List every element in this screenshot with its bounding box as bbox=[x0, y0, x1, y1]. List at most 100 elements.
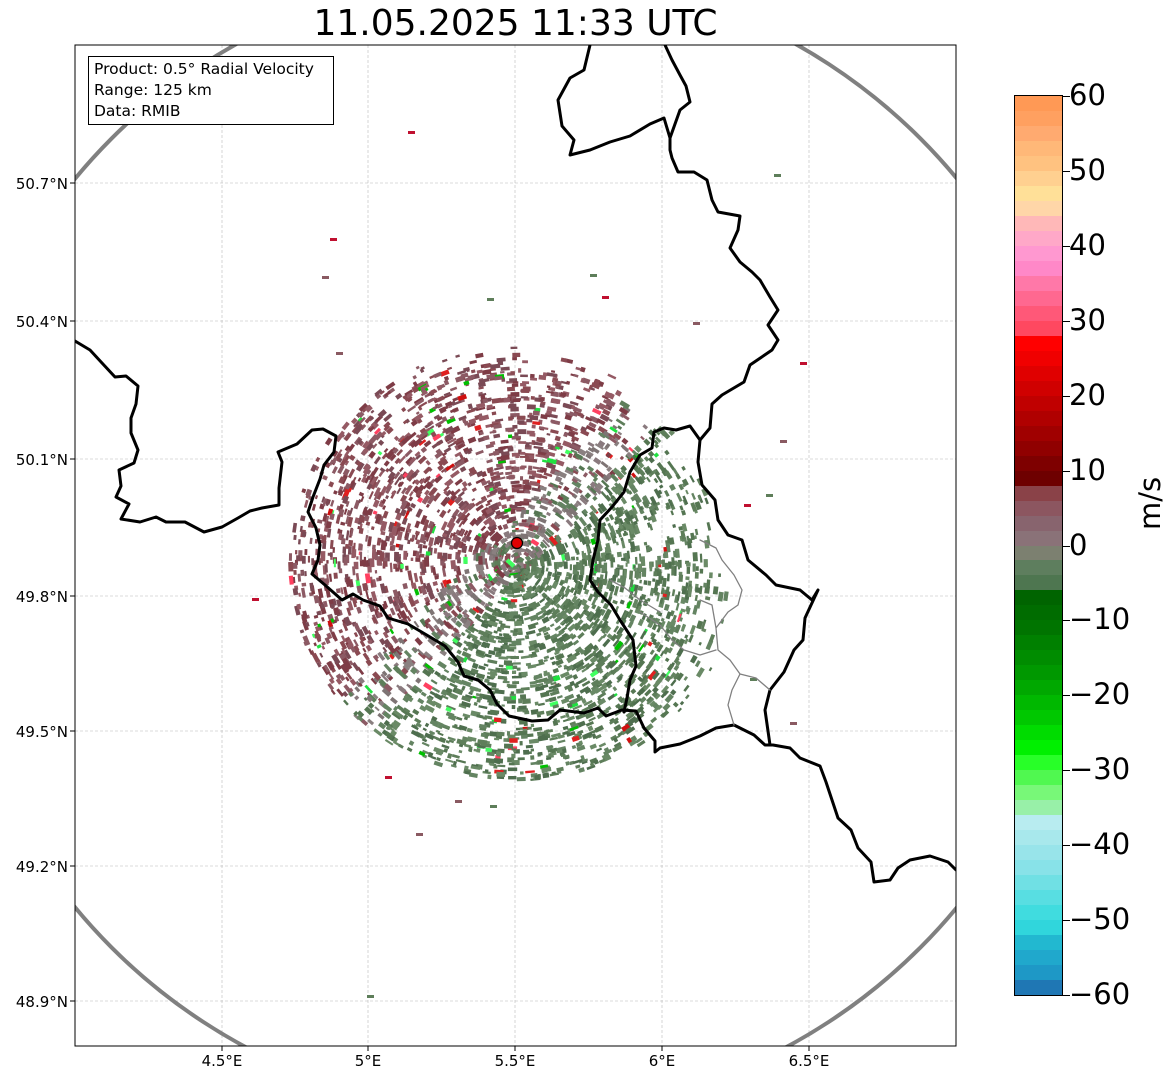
echo-pixel bbox=[471, 662, 479, 670]
echo-pixel bbox=[383, 652, 391, 661]
echo-pixel bbox=[492, 505, 500, 512]
echo-pixel bbox=[401, 708, 409, 716]
echo-pixel bbox=[365, 589, 370, 600]
echo-pixel bbox=[444, 586, 453, 596]
echo-pixel bbox=[570, 443, 581, 451]
echo-pixel bbox=[561, 613, 569, 621]
echo-pixel bbox=[393, 646, 403, 657]
echo-pixel bbox=[405, 456, 414, 465]
echo-pixel bbox=[489, 430, 497, 434]
echo-pixel bbox=[502, 495, 507, 499]
echo-pixel bbox=[488, 502, 499, 510]
echo-pixel bbox=[703, 559, 708, 568]
echo-pixel bbox=[381, 498, 387, 504]
echo-pixel bbox=[482, 586, 489, 593]
echo-pixel bbox=[551, 555, 556, 561]
echo-pixel bbox=[401, 517, 408, 525]
echo-pixel bbox=[626, 550, 631, 559]
echo-pixel bbox=[525, 744, 533, 749]
echo-pixel bbox=[303, 640, 309, 646]
echo-pixel bbox=[639, 703, 644, 708]
echo-pixel bbox=[643, 580, 648, 585]
echo-pixel bbox=[463, 530, 469, 536]
echo-pixel bbox=[578, 767, 585, 773]
echo-pixel bbox=[525, 770, 535, 774]
echo-pixel bbox=[646, 597, 651, 602]
echo-pixel bbox=[497, 524, 503, 531]
echo-pixel bbox=[527, 664, 537, 669]
echo-pixel bbox=[527, 607, 534, 613]
echo-pixel bbox=[406, 712, 414, 719]
echo-pixel bbox=[425, 481, 433, 489]
echo-pixel bbox=[560, 714, 567, 719]
echo-pixel bbox=[427, 667, 434, 674]
echo-pixel bbox=[314, 630, 322, 641]
echo-pixel bbox=[406, 683, 413, 690]
echo-pixel bbox=[438, 724, 444, 729]
echo-pixel bbox=[583, 536, 592, 545]
echo-pixel bbox=[315, 456, 321, 463]
echo-pixel bbox=[664, 470, 673, 480]
echo-pixel bbox=[485, 747, 493, 753]
echo-pixel bbox=[502, 570, 511, 578]
echo-pixel bbox=[629, 541, 636, 550]
echo-pixel bbox=[708, 667, 713, 672]
echo-pixel bbox=[420, 584, 428, 596]
border-germany-france bbox=[696, 438, 820, 747]
echo-pixel bbox=[629, 518, 636, 529]
echo-pixel bbox=[641, 567, 647, 577]
echo-pixel bbox=[423, 604, 431, 613]
echo-pixel bbox=[604, 546, 609, 554]
echo-pixel bbox=[459, 454, 465, 460]
echo-pixel bbox=[497, 675, 507, 680]
echo-pixel bbox=[445, 600, 453, 608]
echo-pixel bbox=[626, 601, 632, 609]
echo-pixel bbox=[516, 667, 521, 671]
echo-pixel bbox=[507, 429, 512, 432]
echo-pixel bbox=[503, 634, 511, 639]
echo-pixel bbox=[709, 572, 713, 579]
echo-pixel bbox=[602, 633, 607, 639]
echo-pixel bbox=[547, 674, 553, 680]
echo-pixel bbox=[621, 557, 626, 561]
echo-pixel bbox=[567, 715, 575, 721]
echo-pixel bbox=[410, 582, 417, 589]
echo-pixel bbox=[433, 760, 444, 768]
echo-pixel bbox=[399, 610, 408, 621]
echo-pixel bbox=[780, 440, 787, 443]
echo-pixel bbox=[678, 526, 684, 531]
echo-pixel bbox=[538, 659, 544, 665]
echo-pixel bbox=[464, 765, 469, 770]
echo-pixel bbox=[573, 580, 581, 591]
echo-pixel bbox=[373, 456, 381, 465]
echo-pixel bbox=[654, 591, 659, 596]
echo-pixel bbox=[432, 492, 441, 502]
echo-pixel bbox=[521, 509, 527, 515]
echo-pixel bbox=[367, 508, 374, 516]
echo-pixel bbox=[637, 596, 644, 607]
echo-pixel bbox=[575, 659, 584, 666]
echo-pixel bbox=[322, 600, 328, 608]
echo-pixel bbox=[603, 562, 608, 573]
echo-pixel bbox=[420, 366, 425, 371]
echo-pixel bbox=[613, 724, 622, 732]
echo-pixel bbox=[562, 725, 569, 731]
echo-pixel bbox=[367, 702, 375, 710]
echo-pixel bbox=[572, 758, 583, 765]
echo-pixel bbox=[474, 639, 482, 646]
echo-pixel bbox=[441, 416, 448, 423]
echo-pixel bbox=[647, 622, 653, 629]
echo-pixel bbox=[603, 653, 611, 661]
echo-pixel bbox=[590, 387, 596, 391]
echo-pixel bbox=[612, 686, 618, 692]
echo-pixel bbox=[437, 552, 443, 560]
echo-pixel bbox=[374, 388, 383, 397]
echo-pixel bbox=[533, 726, 543, 732]
echo-pixel bbox=[404, 449, 413, 458]
echo-pixel bbox=[561, 633, 568, 639]
echo-pixel bbox=[296, 555, 301, 561]
echo-pixel bbox=[294, 605, 301, 616]
echo-pixel bbox=[564, 468, 574, 476]
echo-pixel bbox=[613, 719, 619, 725]
echo-pixel bbox=[439, 538, 444, 548]
